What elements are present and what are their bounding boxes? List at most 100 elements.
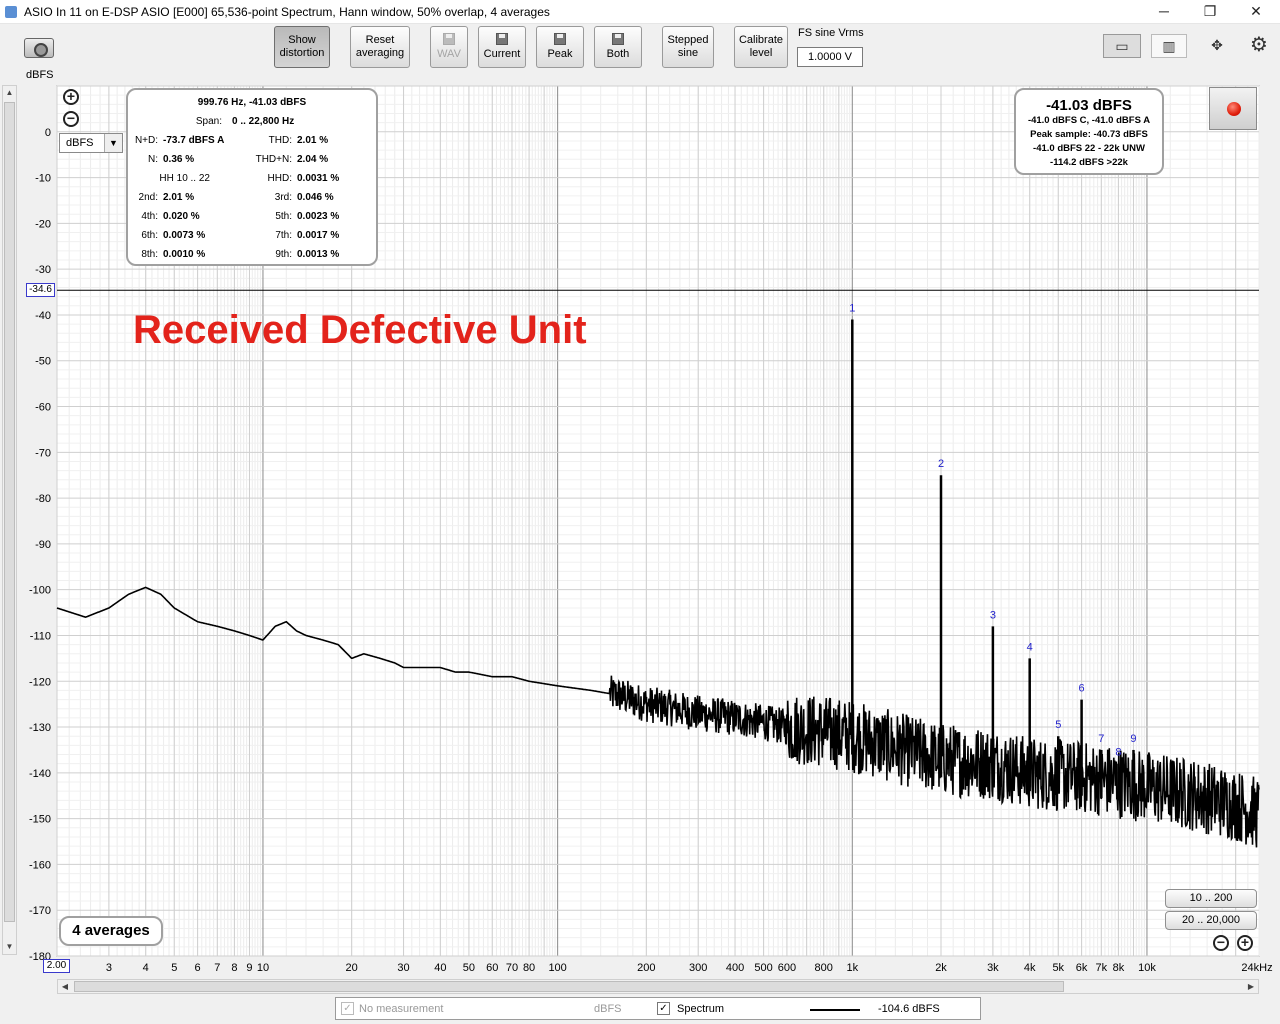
y-tick-label: -100 (29, 585, 51, 597)
reset-averaging-label-1: Reset (365, 34, 395, 46)
span-key: Span: (195, 116, 222, 127)
level-line-4: -114.2 dBFS >22k (1050, 157, 1128, 168)
save-peak-button[interactable]: Peak (536, 26, 584, 68)
harmonic-label: 6 (1079, 683, 1085, 695)
x-tick-label: 8 (231, 962, 237, 974)
y-tick-label: -10 (35, 173, 51, 185)
unit-select[interactable]: dBFS ▼ (59, 133, 123, 153)
zoom-out-x-icon[interactable]: − (1213, 935, 1229, 951)
level-line-1: -41.0 dBFS C, -41.0 dBFS A (1027, 115, 1151, 126)
hh-key: HH 10 .. 22 (159, 173, 210, 184)
calibrate-level-label-2: level (749, 47, 773, 59)
x-tick-label: 200 (637, 962, 655, 974)
h7-value: 0.0017 % (297, 230, 340, 241)
move-arrows-icon[interactable]: ✥ (1211, 37, 1223, 53)
n-value: 0.36 % (163, 154, 195, 165)
y-cursor-value[interactable]: -34.6 (26, 283, 55, 297)
x-start-value[interactable]: 2.00 (43, 959, 70, 973)
nd-value: -73.7 dBFS A (163, 135, 225, 146)
x-tick-label: 9 (246, 962, 252, 974)
close-button[interactable]: ✕ (1250, 3, 1262, 19)
minimize-button[interactable]: ─ (1159, 3, 1169, 19)
wav-button[interactable]: WAV (430, 26, 468, 68)
camera-icon[interactable] (24, 38, 54, 58)
h5-key: 5th: (275, 211, 292, 222)
no-measurement-checkbox[interactable]: ✓ (341, 1002, 354, 1015)
x-tick-label: 4k (1024, 962, 1036, 974)
h3-value: 0.046 % (297, 192, 334, 203)
zoom-in-x-icon[interactable]: + (1237, 935, 1253, 951)
range-10-200-button[interactable]: 10 .. 200 (1165, 889, 1257, 908)
thd-value: 2.01 % (297, 135, 329, 146)
y-tick-label: -170 (29, 905, 51, 917)
x-tick-label: 60 (486, 962, 498, 974)
save-current-button[interactable]: Current (478, 26, 526, 68)
show-distortion-label-2: distortion (279, 47, 325, 59)
scroll-down-icon[interactable]: ▼ (5, 942, 14, 951)
h4-value: 0.020 % (163, 211, 200, 222)
x-tick-label: 100 (548, 962, 566, 974)
harmonic-label: 8 (1115, 747, 1121, 759)
h8-value: 0.0010 % (163, 249, 206, 260)
chevron-down-icon: ▼ (104, 134, 122, 152)
y-tick-label: -140 (29, 768, 51, 780)
horizontal-scroll-thumb[interactable] (74, 981, 1064, 992)
x-tick-label: 2k (935, 962, 947, 974)
spectrum-label: Spectrum (677, 1003, 725, 1015)
x-tick-label: 800 (815, 962, 833, 974)
stepped-sine-label-2: sine (677, 47, 699, 59)
h9-value: 0.0013 % (297, 249, 340, 260)
record-button[interactable] (1209, 87, 1257, 130)
spectrum-checkbox[interactable]: ✓ (657, 1002, 670, 1015)
reset-averaging-button[interactable]: Reset averaging (350, 26, 410, 68)
y-tick-label: -110 (30, 630, 51, 642)
stepped-sine-button[interactable]: Stepped sine (662, 26, 714, 68)
hhd-value: 0.0031 % (297, 173, 340, 184)
show-distortion-label-1: Show (288, 34, 316, 46)
zoom-in-icon[interactable]: + (63, 89, 79, 105)
x-tick-label: 500 (754, 962, 772, 974)
grid-toggle-icon[interactable]: ▥ (1151, 34, 1187, 58)
y-tick-label: -90 (35, 539, 51, 551)
stepped-sine-label-1: Stepped (667, 34, 709, 46)
fs-sine-input[interactable]: 1.0000 V (797, 47, 863, 67)
span-value: 0 .. 22,800 Hz (232, 116, 295, 127)
scroll-up-icon[interactable]: ▲ (5, 88, 14, 97)
show-distortion-button[interactable]: Show distortion (274, 26, 330, 68)
x-tick-label: 50 (463, 962, 475, 974)
record-dot-icon (1227, 102, 1241, 116)
nd-key: N+D: (134, 135, 158, 146)
y-tick-label: -130 (29, 722, 51, 734)
window-title: ASIO In 11 on E-DSP ASIO [E000] 65,536-p… (24, 5, 550, 19)
scroll-left-icon[interactable]: ◀ (61, 982, 69, 991)
floppy-icon (496, 33, 508, 45)
h2-key: 2nd: (138, 192, 158, 203)
h6-key: 6th: (141, 230, 158, 241)
unit-select-value: dBFS (66, 137, 94, 149)
vertical-scroll-thumb[interactable] (4, 102, 15, 922)
h4-key: 4th: (141, 211, 158, 222)
gear-icon[interactable]: ⚙ (1250, 34, 1268, 56)
y-tick-label: -80 (35, 493, 51, 505)
legend-bar: ✓ No measurement dBFS ✓ Spectrum -104.6 … (335, 997, 981, 1020)
scroll-right-icon[interactable]: ▶ (1247, 982, 1255, 991)
fs-sine-label: FS sine Vrms (798, 27, 864, 39)
h2-value: 2.01 % (163, 192, 195, 203)
x-tick-label: 7k (1096, 962, 1108, 974)
zoom-out-icon[interactable]: − (63, 111, 79, 127)
x-tick-label: 10k (1138, 962, 1156, 974)
horizontal-scrollbar[interactable]: ◀ ▶ (57, 979, 1259, 994)
layout-toggle-icon[interactable]: ▭ (1103, 34, 1141, 58)
save-both-button[interactable]: Both (594, 26, 642, 68)
calibrate-level-button[interactable]: Calibrate level (734, 26, 788, 68)
restore-button[interactable]: ❐ (1203, 3, 1217, 19)
x-tick-label: 1k (846, 962, 858, 974)
x-tick-label: 40 (434, 962, 446, 974)
x-tick-label: 300 (689, 962, 707, 974)
thd-key: THD: (268, 135, 292, 146)
x-tick-label: 6k (1076, 962, 1088, 974)
vertical-scrollbar[interactable]: ▲ ▼ (2, 85, 17, 955)
range-20-20000-button[interactable]: 20 .. 20,000 (1165, 911, 1257, 930)
x-tick-label: 30 (397, 962, 409, 974)
level-main: -41.03 dBFS (1046, 97, 1132, 114)
